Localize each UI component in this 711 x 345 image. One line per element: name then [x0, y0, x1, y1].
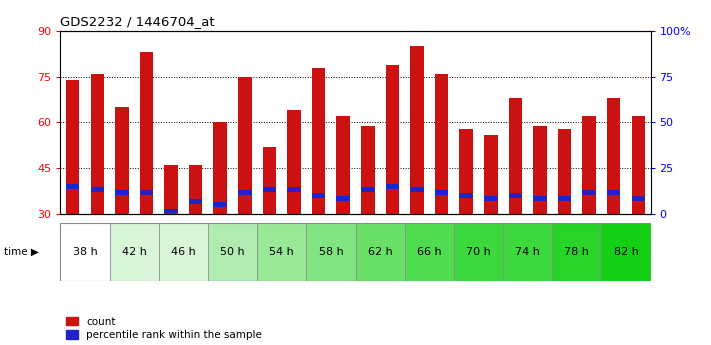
Bar: [484, 196, 498, 201]
Bar: [189, 165, 203, 214]
Bar: [356, 223, 405, 281]
Bar: [109, 223, 159, 281]
Bar: [385, 184, 399, 189]
Text: 74 h: 74 h: [515, 247, 540, 257]
Bar: [90, 74, 104, 214]
Bar: [459, 193, 473, 198]
Bar: [164, 165, 178, 214]
Bar: [257, 223, 306, 281]
Bar: [435, 190, 449, 195]
Text: 38 h: 38 h: [73, 247, 97, 257]
Text: 78 h: 78 h: [565, 247, 589, 257]
Text: 42 h: 42 h: [122, 247, 146, 257]
Bar: [238, 190, 252, 195]
Bar: [115, 190, 129, 195]
Bar: [208, 223, 257, 281]
Bar: [66, 80, 80, 214]
Bar: [533, 126, 547, 214]
Bar: [361, 126, 375, 214]
Bar: [484, 135, 498, 214]
Bar: [508, 193, 522, 198]
Bar: [631, 116, 645, 214]
Text: 66 h: 66 h: [417, 247, 442, 257]
Text: 82 h: 82 h: [614, 247, 638, 257]
Bar: [557, 129, 571, 214]
Bar: [582, 116, 596, 214]
Bar: [312, 68, 326, 214]
Bar: [557, 196, 571, 201]
Text: GDS2232 / 1446704_at: GDS2232 / 1446704_at: [60, 16, 215, 29]
Legend: count, percentile rank within the sample: count, percentile rank within the sample: [65, 317, 262, 340]
Bar: [336, 116, 350, 214]
Bar: [90, 187, 104, 192]
Bar: [60, 223, 109, 281]
Bar: [410, 46, 424, 214]
Bar: [503, 223, 552, 281]
Text: time ▶: time ▶: [4, 247, 38, 257]
Bar: [306, 223, 356, 281]
Bar: [631, 196, 645, 201]
Bar: [508, 98, 522, 214]
Bar: [405, 223, 454, 281]
Bar: [213, 122, 227, 214]
Bar: [262, 147, 276, 214]
Bar: [159, 223, 208, 281]
Text: 46 h: 46 h: [171, 247, 196, 257]
Text: 70 h: 70 h: [466, 247, 491, 257]
Bar: [410, 187, 424, 192]
Bar: [140, 190, 154, 195]
Bar: [287, 110, 301, 214]
Bar: [287, 187, 301, 192]
Text: 54 h: 54 h: [269, 247, 294, 257]
Bar: [533, 196, 547, 201]
Bar: [140, 52, 154, 214]
Bar: [602, 223, 651, 281]
Bar: [435, 74, 449, 214]
Bar: [262, 187, 276, 192]
Bar: [66, 184, 80, 189]
Bar: [312, 193, 326, 198]
Text: 50 h: 50 h: [220, 247, 245, 257]
Bar: [361, 187, 375, 192]
Bar: [552, 223, 602, 281]
Bar: [607, 98, 621, 214]
Bar: [336, 196, 350, 201]
Text: 62 h: 62 h: [368, 247, 392, 257]
Bar: [607, 190, 621, 195]
Bar: [459, 129, 473, 214]
Bar: [115, 107, 129, 214]
Bar: [189, 199, 203, 204]
Text: 58 h: 58 h: [319, 247, 343, 257]
Bar: [213, 203, 227, 207]
Bar: [385, 65, 399, 214]
Bar: [582, 190, 596, 195]
Bar: [454, 223, 503, 281]
Bar: [238, 77, 252, 214]
Bar: [164, 209, 178, 213]
